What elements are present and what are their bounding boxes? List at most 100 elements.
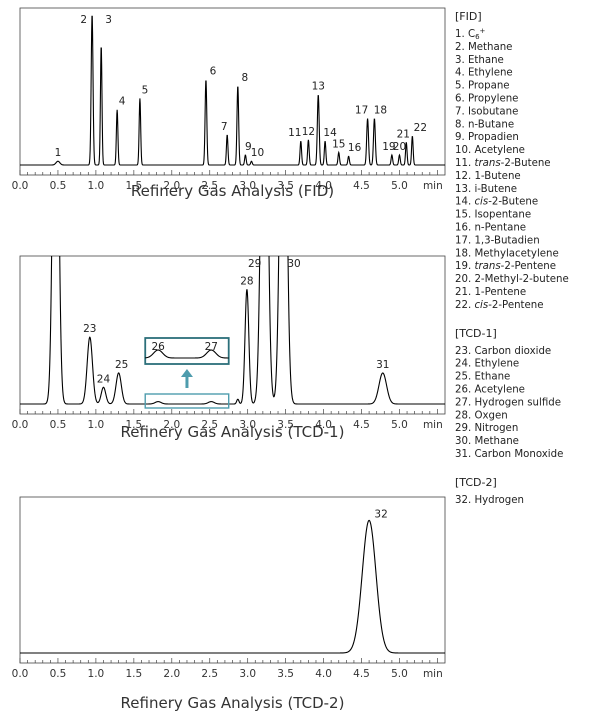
peak-label: 30 [287, 258, 300, 270]
inset-trace [145, 349, 229, 359]
plot-frame [19, 496, 446, 664]
x-tick-label: 0.0 [12, 180, 29, 192]
peak-label: 15 [332, 138, 345, 150]
x-tick-label: 4.0 [315, 419, 332, 431]
peak-label: 29 [248, 258, 261, 270]
chart-panel-3: 0.0 0.5 1.0 1.5 2.0 2.5 3.0 3.5 4.0 4.5 5.0 min 32 Re… [12, 496, 446, 712]
legend-item: 26. Acetylene [455, 385, 525, 396]
x-axis: 0.0 0.5 1.0 1.5 2.0 2.5 3.0 3.5 4.0 4.5 5.0 min [12, 409, 443, 431]
legend-item: 6. Propylene [455, 94, 518, 105]
legend-item: 27. Hydrogen sulfide [455, 397, 561, 408]
legend-item: 7. Isobutane [455, 106, 518, 117]
legend-item: 29. Nitrogen [455, 423, 518, 434]
peak-label: 11 [288, 127, 301, 139]
chromatogram-trace [20, 519, 445, 654]
peak-label: 25 [115, 359, 128, 371]
legend-item: 4. Ethylene [455, 68, 513, 79]
chromatogram-trace [20, 256, 445, 405]
x-tick-label: 0.0 [12, 668, 29, 680]
x-tick-label: 4.5 [353, 419, 370, 431]
x-tick-label: 3.0 [239, 668, 256, 680]
x-axis: 0.0 0.5 1.0 1.5 2.0 2.5 3.0 3.5 4.0 4.5 5.0 min [12, 658, 443, 680]
peak-label: 24 [97, 373, 111, 385]
legend-item: 31. Carbon Monoxide [455, 449, 563, 460]
x-tick-label: 2.0 [163, 419, 180, 431]
legend-item: 9. Propadien [455, 132, 519, 143]
legend-item: 11. trans-2-Butene [455, 158, 551, 169]
legend-item: 30. Methane [455, 436, 519, 447]
legend-item: 24. Ethylene [455, 359, 519, 370]
legend-item: 17. 1,3-Butadien [455, 235, 540, 246]
x-tick-label: 1.5 [125, 419, 142, 431]
x-axis-unit: min [423, 180, 443, 192]
peak-label: 20 [393, 141, 406, 153]
inset-source-box [144, 393, 230, 409]
x-tick-label: 2.0 [163, 180, 180, 192]
legend-item: 12. 1-Butene [455, 171, 521, 182]
x-tick-label: 3.0 [239, 419, 256, 431]
peak-label: 22 [414, 122, 427, 134]
x-tick-label: 1.5 [125, 668, 142, 680]
peak-label: 10 [251, 147, 264, 159]
x-tick-label: 4.0 [315, 668, 332, 680]
legend-item: 10. Acetylene [455, 145, 525, 156]
x-tick-label: 1.0 [88, 180, 105, 192]
legend-item: 3. Ethane [455, 55, 504, 66]
legend-item: 15. Isopentane [455, 210, 531, 221]
legend-item: 20. 2-Methyl-2-butene [455, 274, 569, 285]
peak-label: 12 [302, 126, 315, 138]
inset-zoom-box [144, 337, 230, 365]
chart-title: Refinery Gas Analysis (TCD-2) [121, 694, 345, 712]
legend-group-heading: [TCD-1] [455, 327, 497, 340]
x-tick-label: 1.0 [88, 668, 105, 680]
compound-legend: [FID] 1. C6+2. Methane 3. Ethane 4. Ethylen… [455, 10, 569, 506]
legend-item: 16. n-Pentane [455, 223, 526, 234]
peak-label: 19 [382, 141, 395, 153]
x-tick-label: 0.5 [50, 419, 67, 431]
legend-item: 28. Oxgen [455, 410, 508, 421]
peak-label: 4 [119, 96, 126, 108]
legend-item: 25. Ethane [455, 372, 510, 383]
legend-item: 1. C6+ [455, 27, 486, 41]
x-tick-label: 3.5 [277, 180, 294, 192]
legend-item: 22. cis-2-Pentene [455, 300, 544, 311]
peak-label: 2 [80, 14, 87, 26]
x-tick-label: 2.0 [163, 668, 180, 680]
inset-arrow-head [180, 369, 193, 377]
peak-label: 32 [374, 508, 387, 520]
x-tick-label: 4.5 [353, 180, 370, 192]
x-tick-label: 0.0 [12, 419, 29, 431]
legend-item: 2. Methane [455, 42, 512, 53]
legend-group-heading: [TCD-2] [455, 476, 497, 489]
x-tick-label: 5.0 [391, 668, 408, 680]
x-tick-label: 2.5 [201, 180, 218, 192]
legend-item: 32. Hydrogen [455, 495, 524, 506]
peak-label: 9 [245, 141, 252, 153]
x-tick-label: 0.5 [50, 668, 67, 680]
inset-peak-label: 27 [205, 341, 218, 353]
peak-label: 3 [105, 14, 112, 26]
peak-label: 23 [83, 323, 96, 335]
legend-item: 5. Propane [455, 81, 510, 92]
x-tick-label: 3.5 [277, 419, 294, 431]
inset-zoom: 26 27 [144, 337, 230, 409]
x-axis: 0.0 0.5 1.0 1.5 2.0 2.5 3.0 3.5 4.0 4.5 5.0 min [12, 170, 443, 192]
chart-panel-2: 0.0 0.5 1.0 1.5 2.0 2.5 3.0 3.5 4.0 4.5 5.0 min 23 24… [12, 255, 446, 441]
x-tick-label: 4.0 [315, 180, 332, 192]
legend-group-heading: [FID] [455, 10, 482, 23]
peak-label: 16 [348, 142, 362, 154]
chromatogram-trace [20, 15, 445, 166]
x-tick-label: 2.5 [201, 419, 218, 431]
peak-label: 7 [221, 121, 228, 133]
chart-title: Refinery Gas Analysis (FID) [131, 182, 334, 200]
x-tick-label: 4.5 [353, 668, 370, 680]
legend-item: 23. Carbon dioxide [455, 346, 551, 357]
legend-item: 13. i-Butene [455, 184, 517, 195]
x-tick-label: 3.0 [239, 180, 256, 192]
peak-label: 13 [312, 81, 325, 93]
peak-label: 28 [240, 275, 253, 287]
chart-title: Refinery Gas Analysis (TCD-1) [121, 423, 345, 441]
peak-label: 31 [376, 359, 389, 371]
